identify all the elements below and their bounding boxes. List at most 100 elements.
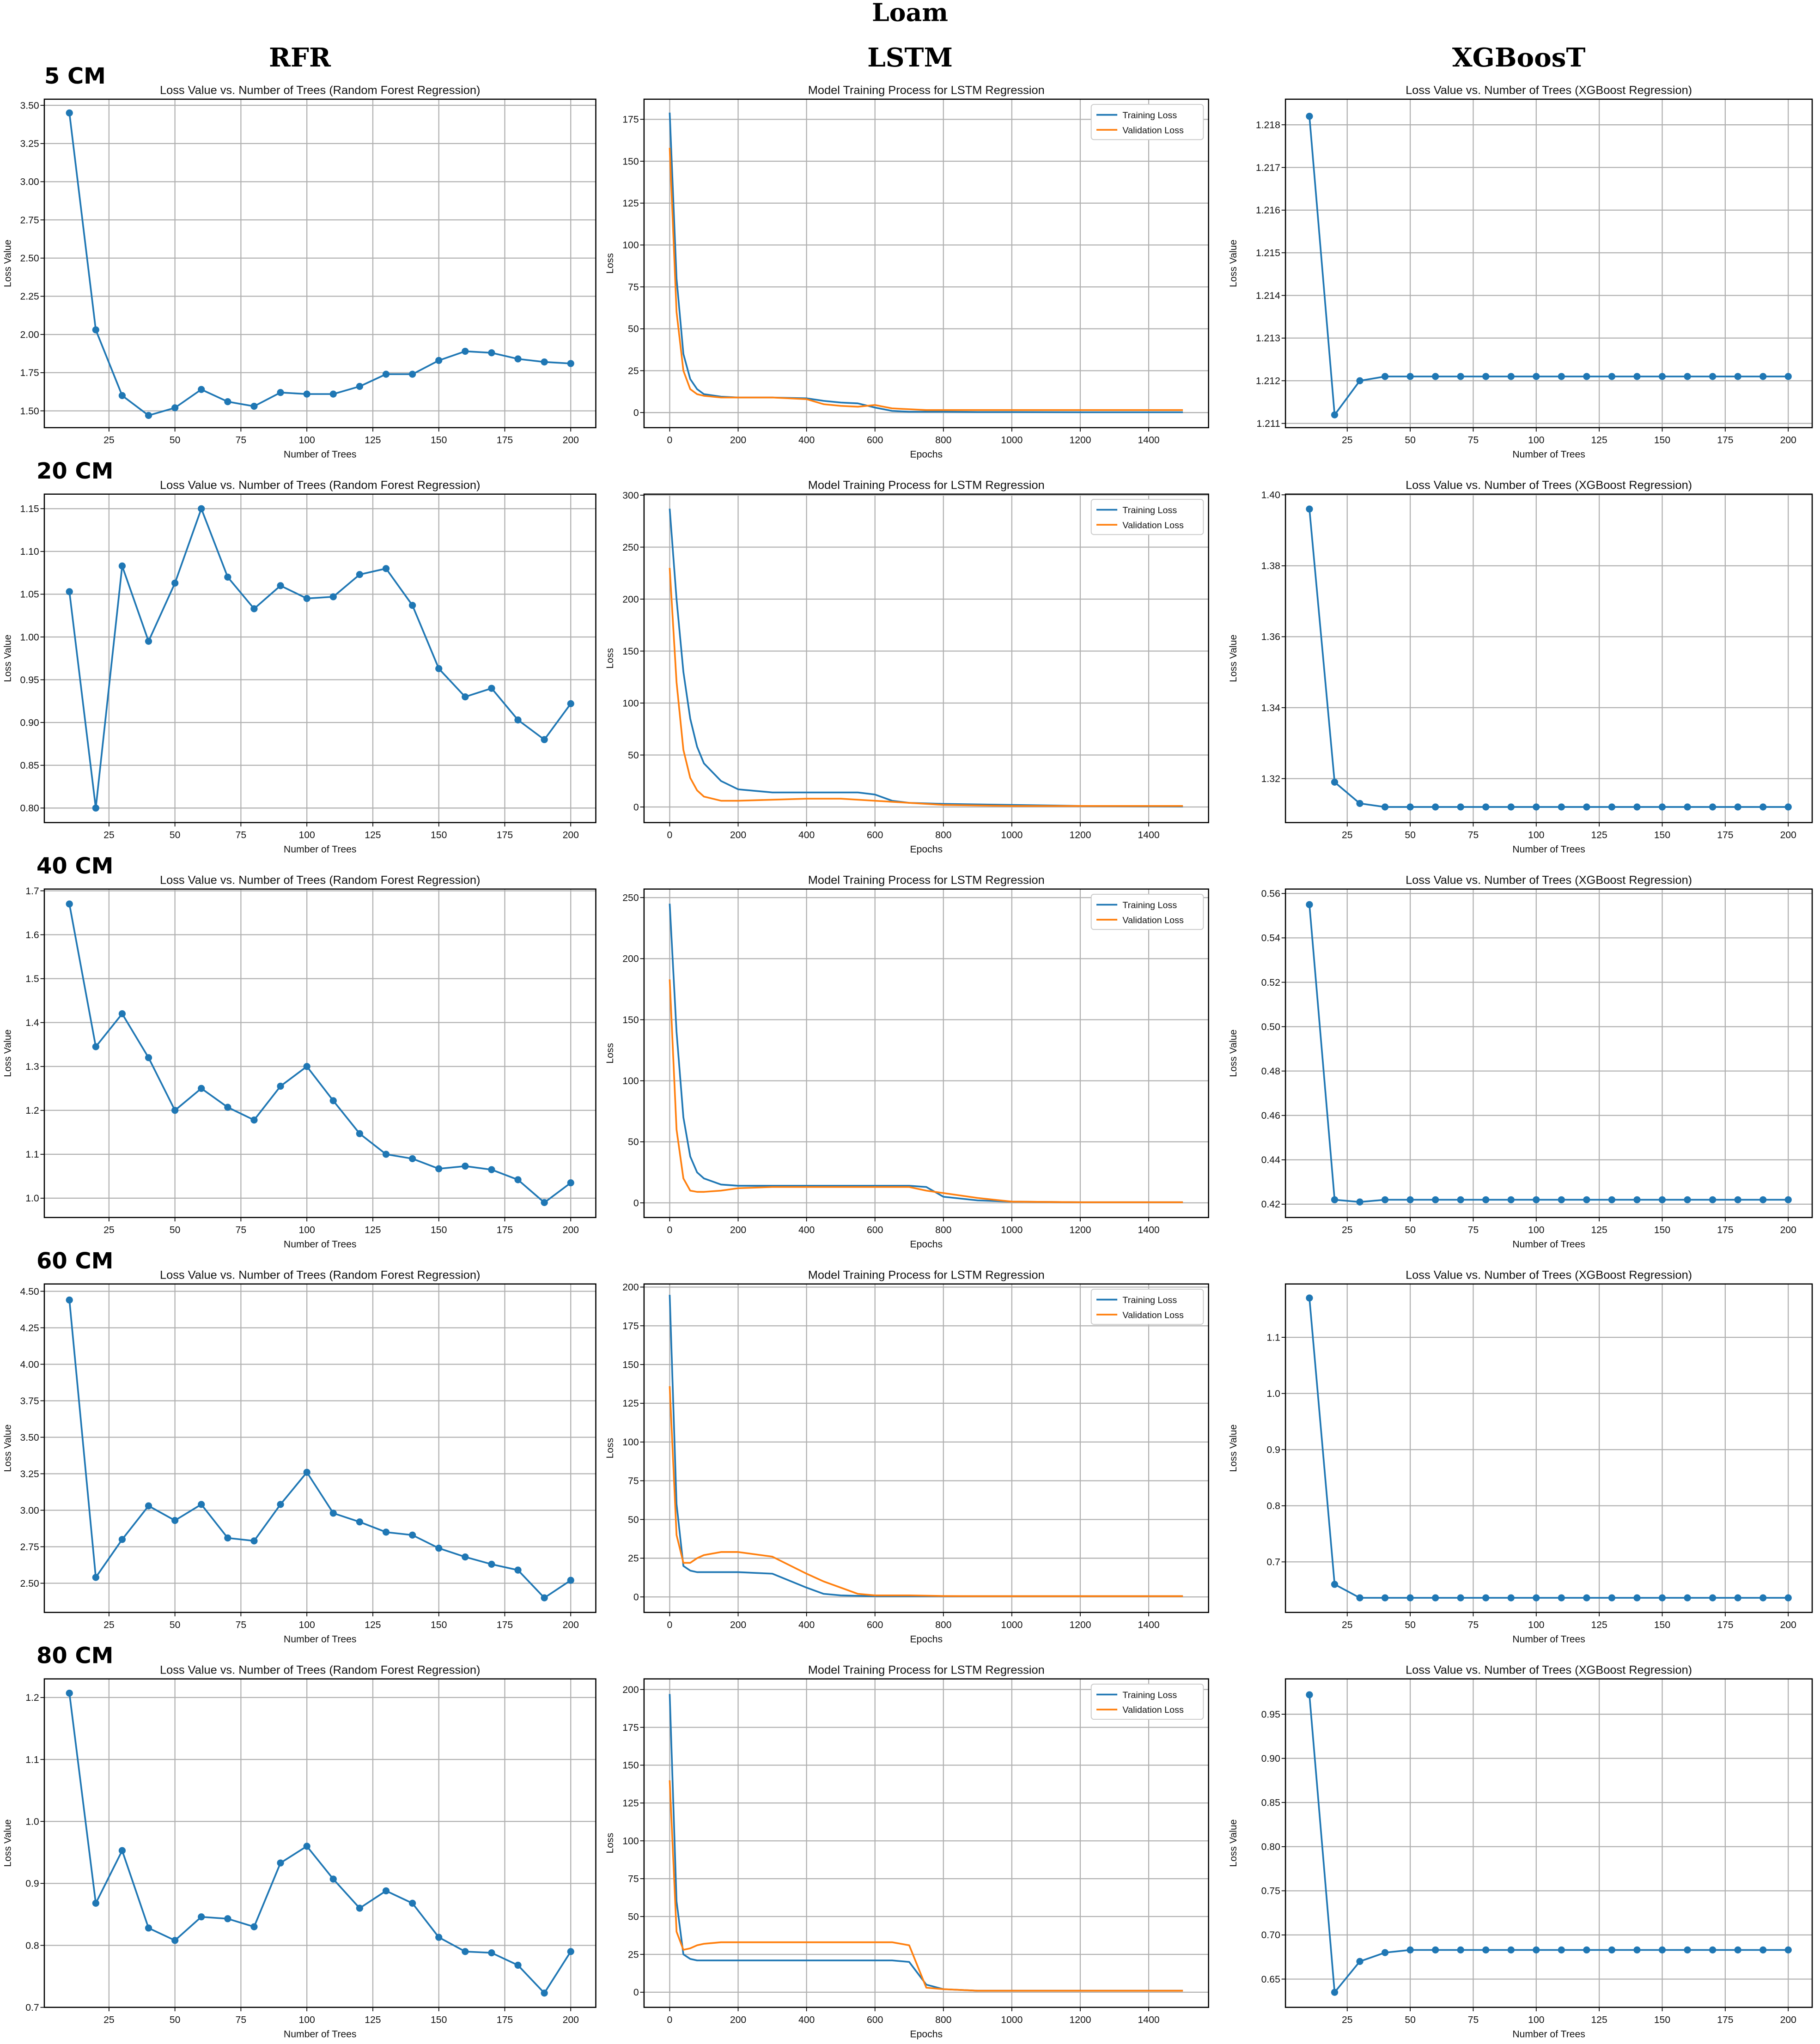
data-point: [1684, 373, 1691, 380]
x-tick-label: 0: [667, 1620, 673, 1631]
x-tick-label: 1400: [1138, 830, 1160, 841]
x-tick-label: 200: [1780, 830, 1796, 841]
y-tick-label: 1.2: [25, 1105, 39, 1116]
y-tick-label: 0.44: [1261, 1155, 1280, 1165]
x-tick-label: 125: [1591, 2015, 1607, 2026]
legend-label: Validation Loss: [1122, 915, 1184, 925]
legend-box: [1090, 104, 1204, 140]
x-tick-label: 125: [1591, 830, 1607, 841]
x-tick-label: 400: [798, 1225, 815, 1236]
data-point: [541, 1199, 548, 1207]
y-tick-label: 100: [622, 1076, 639, 1086]
x-tick-label: 600: [867, 1620, 883, 1631]
data-point: [145, 1924, 152, 1932]
x-tick-label: 50: [170, 830, 181, 841]
data-point: [1432, 1196, 1439, 1203]
data-point: [1331, 1196, 1339, 1203]
x-axis-label: Epochs: [910, 844, 943, 855]
data-point: [1406, 1946, 1414, 1954]
y-axis-label: Loss Value: [2, 635, 13, 682]
y-tick-label: 50: [628, 1911, 639, 1922]
y-axis-label: Loss Value: [1228, 1030, 1239, 1077]
y-tick-label: 150: [622, 1359, 639, 1370]
y-axis-label: Loss: [605, 1833, 615, 1854]
y-tick-label: 0.85: [20, 760, 39, 771]
data-point: [1633, 803, 1641, 811]
x-tick-label: 150: [431, 435, 447, 446]
data-point: [1658, 1594, 1666, 1601]
y-tick-label: 125: [622, 1798, 639, 1809]
x-tick-label: 25: [1342, 435, 1353, 446]
x-tick-label: 175: [1717, 830, 1733, 841]
data-point: [1608, 803, 1616, 811]
data-point: [1482, 1594, 1490, 1601]
x-tick-label: 25: [103, 2015, 115, 2026]
data-point: [1583, 1946, 1590, 1954]
data-point: [198, 1501, 205, 1508]
data-point: [303, 1468, 310, 1476]
data-point: [462, 1553, 469, 1561]
legend: Training Loss Validation Loss: [1090, 104, 1204, 140]
data-point: [1482, 1946, 1490, 1954]
data-point: [1759, 373, 1767, 380]
data-point: [118, 1010, 126, 1018]
y-tick-label: 1.213: [1256, 333, 1280, 344]
data-point: [1658, 1196, 1666, 1203]
data-point: [356, 571, 363, 578]
y-tick-label: 200: [622, 1685, 639, 1695]
y-tick-label: 3.25: [20, 1469, 39, 1480]
data-point: [250, 1537, 258, 1545]
legend-label: Validation Loss: [1122, 125, 1184, 135]
data-point: [1432, 1946, 1439, 1954]
data-point: [329, 1097, 337, 1104]
y-tick-label: 1.211: [1256, 419, 1280, 429]
chart-title: Loss Value vs. Number of Trees (XGBoost …: [1406, 873, 1692, 886]
x-tick-label: 175: [497, 830, 513, 841]
data-point: [1457, 1594, 1464, 1601]
x-tick-label: 600: [867, 1225, 883, 1236]
x-tick-label: 25: [1342, 830, 1353, 841]
plot-frame: [643, 888, 1209, 1219]
y-tick-label: 75: [628, 282, 639, 292]
x-tick-label: 50: [1405, 2015, 1416, 2026]
data-point: [1558, 1594, 1565, 1601]
x-tick-label: 200: [730, 2015, 746, 2026]
data-point: [1558, 1196, 1565, 1203]
x-tick-label: 1000: [1001, 1225, 1023, 1236]
data-point: [1406, 373, 1414, 380]
y-tick-label: 0.56: [1261, 889, 1280, 899]
x-axis-label: Number of Trees: [1512, 2029, 1585, 2040]
plot-frame: [43, 1283, 597, 1613]
data-point: [1356, 1594, 1363, 1601]
x-tick-label: 175: [1717, 1225, 1733, 1236]
x-tick-label: 1200: [1069, 2015, 1091, 2026]
chart-panel-xgboost-40cm: 25 50 75 100 125 150 175 200 0.42 0.44 0.46 0.48 0.5…: [1228, 873, 1813, 1250]
data-point: [1432, 1594, 1439, 1601]
chart-title: Loss Value vs. Number of Trees (Random F…: [160, 479, 480, 491]
plot-frame: [643, 493, 1209, 824]
data-point: [1658, 373, 1666, 380]
x-tick-label: 100: [1528, 2015, 1544, 2026]
x-tick-label: 200: [563, 2015, 579, 2026]
data-point: [488, 349, 495, 357]
data-point: [171, 1937, 179, 1944]
y-tick-label: 4.00: [20, 1359, 39, 1370]
y-tick-label: 250: [622, 893, 639, 904]
x-tick-label: 75: [1468, 830, 1479, 841]
y-axis-label: Loss: [605, 648, 615, 669]
x-tick-label: 100: [1528, 1620, 1544, 1631]
series-line: [1309, 1694, 1789, 1993]
data-point: [329, 390, 337, 398]
y-tick-label: 25: [628, 1553, 639, 1564]
data-point: [382, 1151, 390, 1158]
chart-title: Loss Value vs. Number of Trees (XGBoost …: [1406, 479, 1692, 491]
data-point: [462, 693, 469, 701]
x-tick-label: 200: [563, 830, 579, 841]
legend-label: Training Loss: [1122, 505, 1177, 516]
y-axis-label: Loss Value: [1228, 240, 1239, 287]
y-tick-label: 2.50: [20, 1578, 39, 1589]
x-tick-label: 50: [170, 1225, 181, 1236]
x-tick-label: 125: [365, 1225, 381, 1236]
y-axis-label: Loss Value: [1228, 1820, 1239, 1867]
series-line-validation-loss: [669, 568, 1183, 807]
